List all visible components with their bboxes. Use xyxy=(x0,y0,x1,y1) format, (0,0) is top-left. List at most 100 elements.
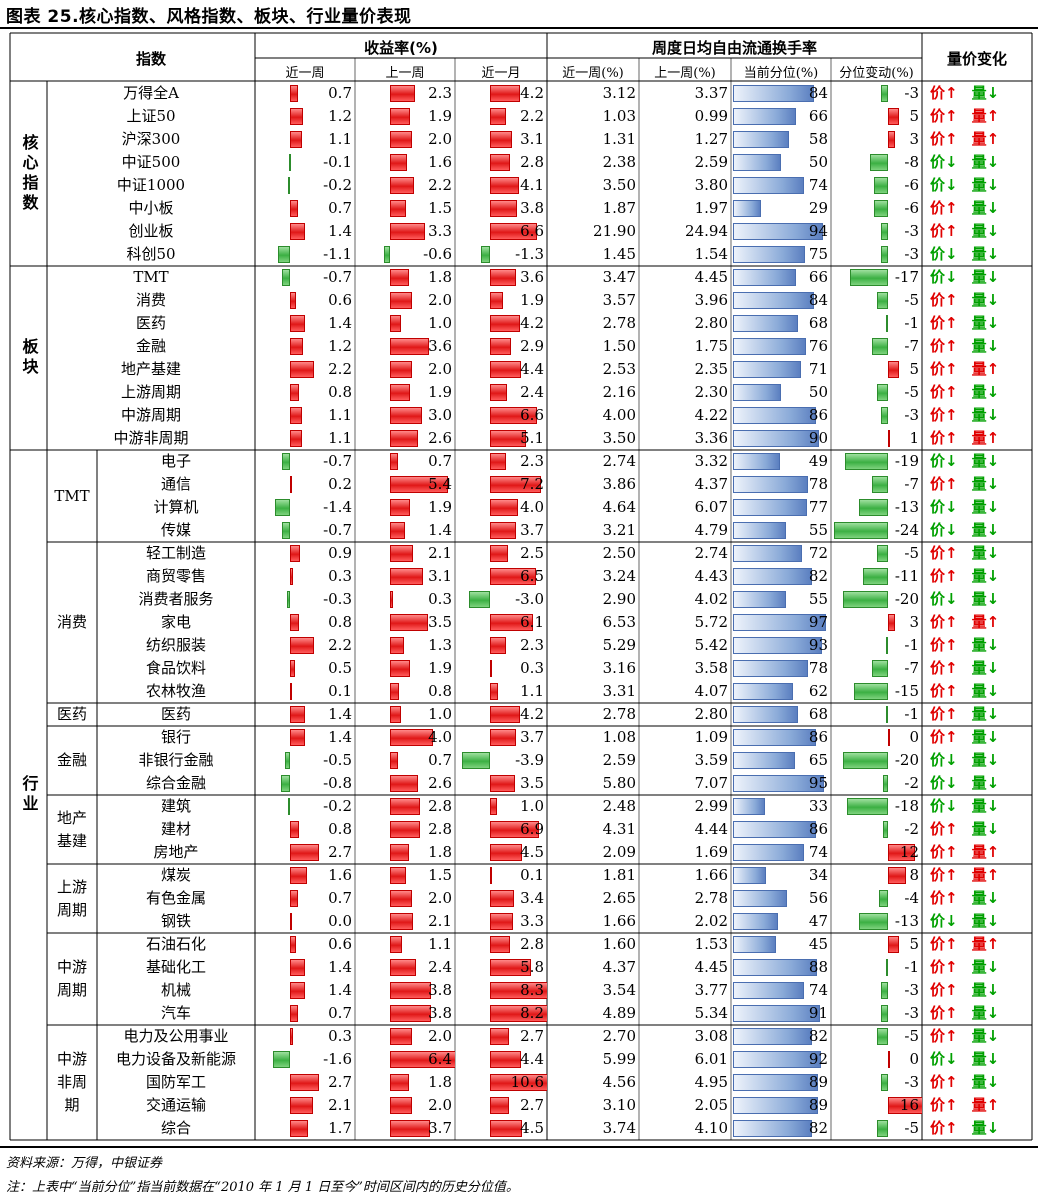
return-value: 3.7 xyxy=(428,1119,452,1137)
return-value: -0.6 xyxy=(423,245,452,263)
return-value: 1.1 xyxy=(328,406,352,424)
return-bar xyxy=(290,131,302,148)
percentile-value: 82 xyxy=(808,567,828,585)
percentile-change-bar xyxy=(886,637,888,654)
percentile-change-bar xyxy=(883,775,888,792)
return-value: -0.2 xyxy=(323,797,352,815)
return-value: -0.7 xyxy=(323,268,352,286)
turnover-cell: 3.77 xyxy=(639,979,731,1002)
turnover-value: 2.48 xyxy=(602,797,636,815)
return-cell: 0.7 xyxy=(355,749,455,772)
return-cell: 1.1 xyxy=(455,680,547,703)
turnover-cell: 3.12 xyxy=(547,82,639,105)
percentile-change-value: -3 xyxy=(904,84,919,102)
price-volume-signal: 价↓ 量↓ xyxy=(930,496,1020,519)
row-name: 商贸零售 xyxy=(145,567,206,585)
row-name: 电子 xyxy=(160,452,191,470)
return-cell: 1.9 xyxy=(355,105,455,128)
percentile-value: 74 xyxy=(808,981,828,999)
percentile-cell: 47 xyxy=(731,910,831,933)
volume-signal: 量↓ xyxy=(971,774,1000,792)
percentile-bar xyxy=(733,200,761,217)
table-row: 上游周期 0.8 1.9 2.4 2.16 2.30 50 -5 价↑ 量↓ xyxy=(0,381,1038,404)
return-bar xyxy=(490,407,537,424)
percentile-cell: 55 xyxy=(731,519,831,542)
table-row: 创业板 1.4 3.3 6.6 21.90 24.94 94 -3 价↑ 量↓ xyxy=(0,220,1038,243)
row-name: 上游周期 xyxy=(120,383,181,401)
row-name: 综合 xyxy=(160,1119,191,1137)
table-row: 房地产 2.7 1.8 4.5 2.09 1.69 74 12 价↑ 量↑ xyxy=(0,841,1038,864)
return-bar xyxy=(490,315,520,332)
footnote: 注：上表中“当前分位”指当前数据在“2010 年 1 月 1 日至今”时间区间内… xyxy=(6,1180,519,1195)
return-value: 2.7 xyxy=(520,1027,544,1045)
percentile-cell: 82 xyxy=(731,1025,831,1048)
header-returns: 收益率(%) xyxy=(364,39,438,57)
row-name: 银行 xyxy=(160,728,191,746)
volume-signal: 量↓ xyxy=(971,199,1000,217)
turnover-cell: 1.03 xyxy=(547,105,639,128)
table-row: 医药 1.4 1.0 4.2 2.78 2.80 68 -1 价↑ 量↓ xyxy=(0,703,1038,726)
percentile-value: 74 xyxy=(808,843,828,861)
price-signal: 价↑ xyxy=(930,1027,958,1045)
price-signal: 价↑ xyxy=(930,337,958,355)
percentile-change-value: -3 xyxy=(904,222,919,240)
turnover-value: 2.53 xyxy=(602,360,636,378)
return-bar xyxy=(390,591,393,608)
return-bar xyxy=(390,1097,412,1114)
turnover-cell: 2.59 xyxy=(547,749,639,772)
percentile-change-cell: -5 xyxy=(831,1025,922,1048)
turnover-value: 2.78 xyxy=(694,889,728,907)
turnover-value: 2.05 xyxy=(694,1096,728,1114)
return-value: -0.2 xyxy=(323,176,352,194)
return-bar xyxy=(490,706,520,723)
row-name: 地产基建 xyxy=(120,360,181,378)
percentile-bar xyxy=(733,913,778,930)
percentile-bar xyxy=(733,936,776,953)
percentile-change-value: -18 xyxy=(894,797,919,815)
turnover-value: 3.32 xyxy=(694,452,728,470)
row-name: 建筑 xyxy=(160,797,191,815)
return-bar xyxy=(290,407,302,424)
return-bar xyxy=(390,430,418,447)
turnover-value: 3.96 xyxy=(694,291,728,309)
percentile-bar xyxy=(733,959,817,976)
return-cell: -3.9 xyxy=(455,749,547,772)
return-bar xyxy=(490,1120,522,1137)
percentile-bar xyxy=(733,430,819,447)
percentile-change-bar xyxy=(872,338,888,355)
turnover-cell: 4.45 xyxy=(639,266,731,289)
return-cell: 2.8 xyxy=(355,795,455,818)
return-cell: 1.2 xyxy=(255,105,355,128)
percentile-change-cell: -24 xyxy=(831,519,922,542)
turnover-value: 0.99 xyxy=(694,107,728,125)
return-cell: 4.2 xyxy=(455,703,547,726)
table-row: 汽车 0.7 3.8 8.2 4.89 5.34 91 -3 价↑ 量↓ xyxy=(0,1002,1038,1025)
volume-signal: 量↑ xyxy=(971,1096,1000,1114)
return-value: 6.1 xyxy=(520,613,544,631)
percentile-bar xyxy=(733,1005,820,1022)
percentile-change-bar xyxy=(888,936,899,953)
percentile-bar xyxy=(733,844,804,861)
return-cell: 1.1 xyxy=(255,427,355,450)
return-bar xyxy=(290,844,319,861)
return-value: 2.1 xyxy=(428,544,452,562)
turnover-value: 1.08 xyxy=(602,728,636,746)
subgroup-label-text: TMT xyxy=(54,486,90,505)
table-row: 石油石化 0.6 1.1 2.8 1.60 1.53 45 5 价↑ 量↑ xyxy=(0,933,1038,956)
percentile-change-bar xyxy=(850,269,888,286)
price-volume-signal: 价↓ 量↓ xyxy=(930,772,1020,795)
return-value: 0.7 xyxy=(328,1004,352,1022)
return-cell: 2.8 xyxy=(455,151,547,174)
price-volume-signal: 价↑ 量↓ xyxy=(930,289,1020,312)
row-name: 国防军工 xyxy=(145,1073,206,1091)
percentile-change-cell: 1 xyxy=(831,427,922,450)
turnover-cell: 3.80 xyxy=(639,174,731,197)
percentile-value: 78 xyxy=(808,475,828,493)
return-value: 1.8 xyxy=(428,268,452,286)
row-name: 中小板 xyxy=(128,199,174,217)
return-cell: 4.0 xyxy=(455,496,547,519)
return-value: 0.7 xyxy=(328,199,352,217)
turnover-value: 3.54 xyxy=(602,981,636,999)
percentile-change-bar xyxy=(881,223,888,240)
return-value: -1.1 xyxy=(323,245,352,263)
